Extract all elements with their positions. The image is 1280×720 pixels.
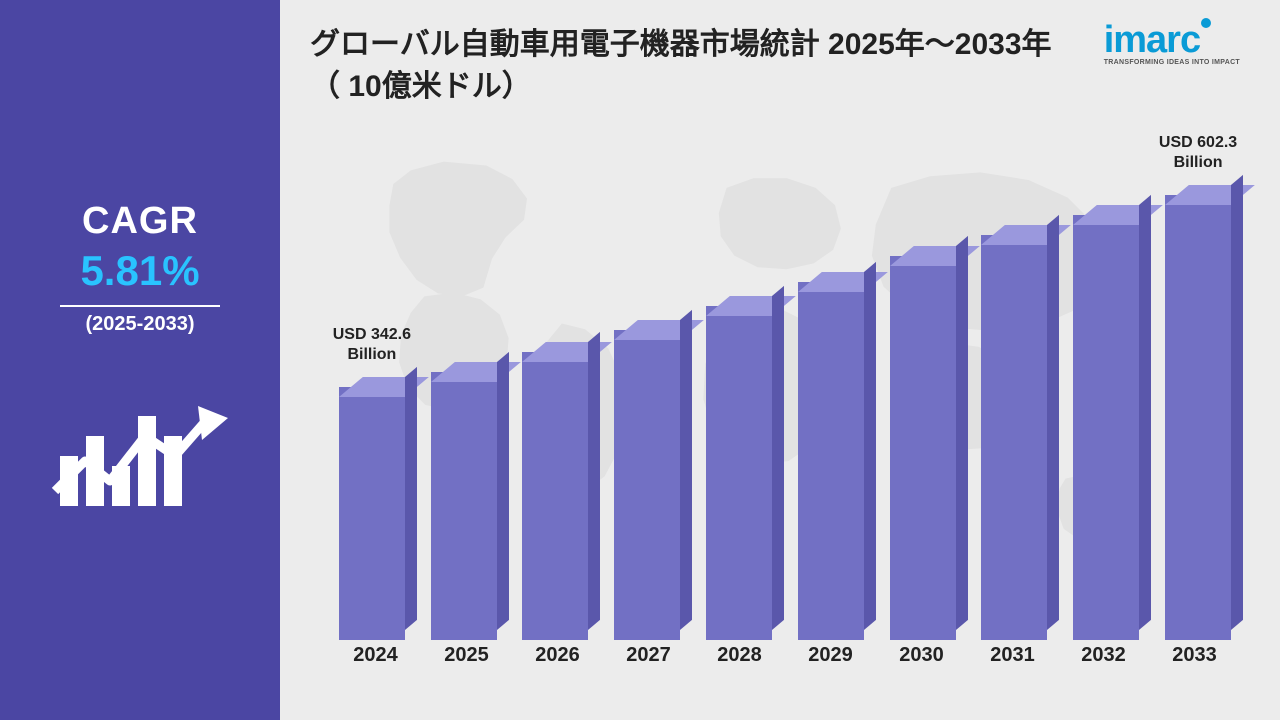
x-label: 2026 [514, 644, 602, 680]
bar-shape [339, 387, 405, 640]
x-label: 2033 [1151, 644, 1239, 680]
bar-2033: USD 602.3Billion [1156, 195, 1240, 640]
bar-shape [431, 372, 497, 640]
bar-shape [706, 306, 772, 640]
bar-annotation: USD 342.6Billion [333, 325, 411, 365]
logo-dot-icon [1201, 18, 1211, 28]
divider [60, 305, 220, 307]
logo-text: imarc [1104, 19, 1200, 61]
cagr-range: (2025-2033) [86, 313, 195, 336]
cagr-value: 5.81% [80, 247, 199, 295]
bar-2032 [1064, 215, 1148, 640]
cagr-label: CAGR [82, 200, 198, 243]
logo-tagline: TRANSFORMING IDEAS INTO IMPACT [1104, 59, 1240, 66]
bar-shape [1073, 215, 1139, 640]
growth-chart-icon [50, 366, 230, 521]
x-label: 2029 [787, 644, 875, 680]
x-label: 2028 [696, 644, 784, 680]
chart-title: グローバル自動車用電子機器市場統計 2025年～2033年（ 10億米ドル） [310, 24, 1070, 108]
bar-2025 [422, 372, 506, 640]
bar-shape [1165, 195, 1231, 640]
x-label: 2025 [423, 644, 511, 680]
x-label: 2024 [332, 644, 420, 680]
bar-2028 [697, 306, 781, 640]
chart-area: USD 342.6BillionUSD 602.3Billion 2024202… [310, 120, 1240, 680]
bar-2026 [514, 352, 598, 640]
bar-shape [890, 256, 956, 640]
x-label: 2030 [878, 644, 966, 680]
x-label: 2031 [969, 644, 1057, 680]
bar-shape [798, 282, 864, 640]
sidebar-panel: CAGR 5.81% (2025-2033) [0, 0, 280, 720]
brand-logo: imarc TRANSFORMING IDEAS INTO IMPACT [1104, 18, 1240, 66]
bar-shape [614, 330, 680, 640]
bar-2031 [973, 235, 1057, 640]
bar-2024: USD 342.6Billion [330, 387, 414, 640]
bar-shape [522, 352, 588, 640]
x-label: 2032 [1060, 644, 1148, 680]
bar-annotation: USD 602.3Billion [1159, 133, 1237, 173]
bar-shape [981, 235, 1047, 640]
x-axis-labels: 2024202520262027202820292030203120322033 [330, 644, 1240, 680]
bar-2030 [881, 256, 965, 640]
page: CAGR 5.81% (2025-2033) グローバル自動車用電子機器市場統計… [0, 0, 1280, 720]
bar-2027 [605, 330, 689, 640]
bar-2029 [789, 282, 873, 640]
main-panel: グローバル自動車用電子機器市場統計 2025年～2033年（ 10億米ドル） i… [280, 0, 1280, 720]
bar-container: USD 342.6Billion USD 602.3Billion [330, 120, 1240, 640]
x-label: 2027 [605, 644, 693, 680]
